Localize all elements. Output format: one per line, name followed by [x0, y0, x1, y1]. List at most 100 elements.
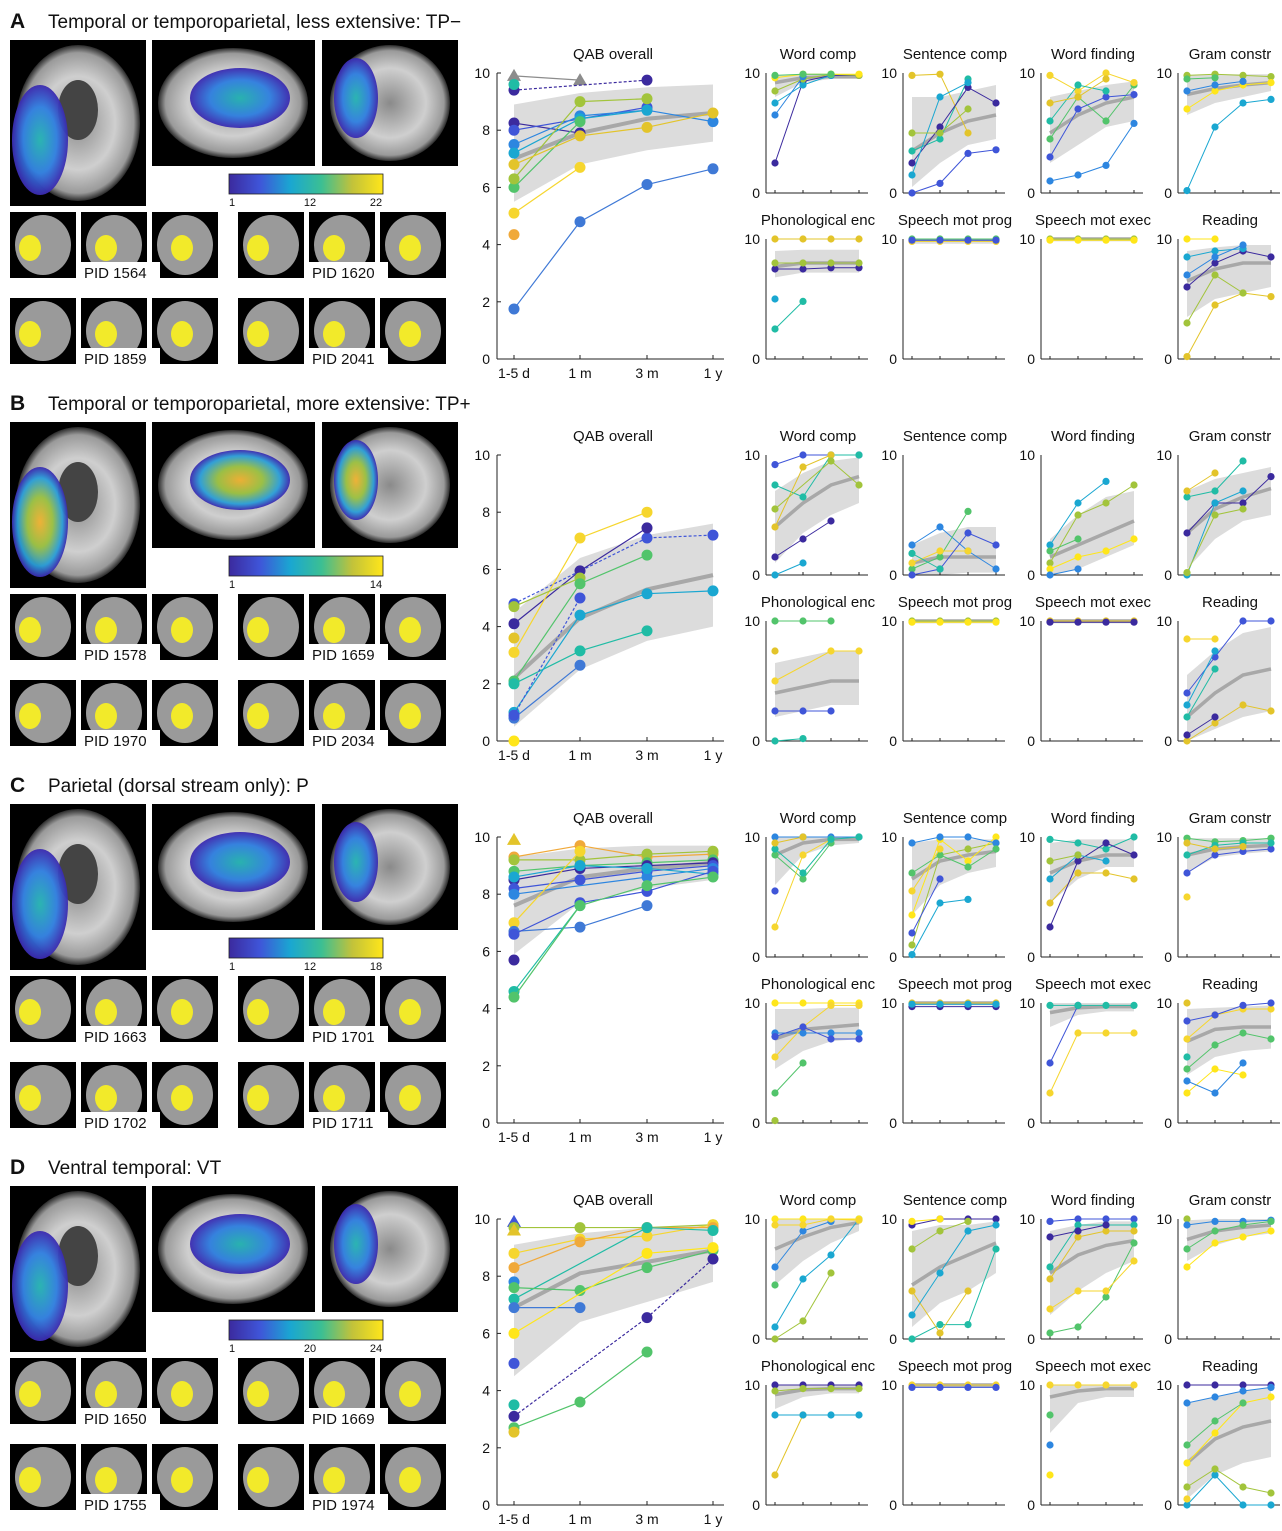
patient-point: [1102, 69, 1110, 77]
patient-point: [799, 1227, 807, 1235]
patient-point: [574, 96, 586, 108]
patient-point: [574, 216, 586, 228]
lesion-overlap-axial: [12, 467, 68, 577]
patient-point: [936, 1227, 944, 1235]
lesion-overlap-sagittal: [190, 68, 290, 128]
patient-point: [855, 235, 863, 243]
patient-point: [1074, 1227, 1082, 1235]
patient-point: [908, 951, 916, 959]
patient-point: [1183, 271, 1191, 279]
y-tick-label: 10: [1156, 613, 1172, 629]
patient-line: [774, 76, 804, 116]
patient-point: [1046, 857, 1054, 865]
patient-line: [1186, 704, 1272, 742]
patient-point: [1211, 487, 1219, 495]
patient-point: [1183, 105, 1191, 113]
patient-point: [855, 70, 863, 78]
patient-point: [799, 81, 807, 89]
patient-point: [827, 617, 835, 625]
patient-point: [508, 1262, 520, 1274]
patient-line: [1186, 292, 1272, 357]
pid-label-bg: [80, 348, 160, 366]
lesion-overlap-axial: [12, 85, 68, 195]
patient-line: [911, 1248, 997, 1340]
patient-point: [936, 70, 944, 78]
x-tick-label: 1 y: [704, 1129, 723, 1145]
patient-point: [1074, 499, 1082, 507]
group-mean-line: [911, 1241, 997, 1287]
patient-point: [936, 123, 944, 131]
ventricle: [58, 80, 98, 140]
patient-line: [774, 1062, 804, 1094]
patient-point: [855, 833, 863, 841]
lesion-highlight: [247, 235, 269, 261]
patient-point: [936, 1321, 944, 1329]
patient-point: [1183, 1089, 1191, 1097]
subscore-title: Gram constr: [1189, 46, 1272, 63]
patient-point: [1211, 259, 1219, 267]
y-tick-label: 6: [482, 179, 490, 195]
patient-point: [799, 707, 807, 715]
patient-point: [827, 1001, 835, 1010]
patient-point: [1183, 569, 1191, 577]
plot-title: QAB overall: [573, 1192, 653, 1209]
y-tick-label: 4: [482, 237, 490, 253]
patient-point: [936, 135, 944, 143]
group-mean-line: [1049, 1004, 1134, 1015]
y-tick-label: 0: [1027, 567, 1035, 583]
pid-label-bg: [80, 262, 160, 280]
patient-line: [513, 109, 714, 146]
patient-line: [513, 850, 581, 924]
patient-point: [1102, 117, 1110, 125]
patient-line: [513, 79, 648, 91]
y-tick-label: 10: [881, 65, 897, 81]
patient-point: [1046, 618, 1054, 626]
subscore-title: Word finding: [1051, 46, 1135, 63]
patient-point: [508, 1247, 520, 1259]
patient-point: [799, 617, 807, 625]
subscore-plot: Sentence comp 10 0: [881, 1192, 1007, 1347]
patient-point: [508, 735, 520, 747]
lesion-highlight: [171, 1085, 193, 1111]
patient-point: [1239, 1501, 1247, 1509]
patient-point: [1183, 187, 1191, 195]
patient-point: [936, 1000, 944, 1008]
patient-line: [513, 1226, 713, 1269]
patient-point: [771, 647, 779, 655]
patient-point: [771, 707, 779, 715]
patient-point: [771, 845, 779, 853]
patient-point: [707, 845, 719, 857]
colorbar: [228, 1319, 384, 1341]
subscore-title: Word comp: [780, 810, 856, 827]
patient-line: [513, 1249, 714, 1292]
patient-point: [641, 549, 653, 561]
patient-point: [992, 1245, 1000, 1253]
patient-point: [574, 874, 586, 886]
patient-point: [908, 171, 916, 179]
patient-thumbnails: PID 1974: [238, 1444, 446, 1514]
patient-point: [1211, 647, 1219, 655]
patient-point: [1211, 123, 1219, 131]
patient-point: [1267, 1227, 1275, 1235]
patient-point: [1046, 1001, 1054, 1010]
lesion-highlight: [171, 703, 193, 729]
colorbar-tick: 12: [304, 961, 316, 973]
lesion-highlight: [323, 999, 345, 1025]
patient-line: [1049, 1005, 1079, 1064]
patient-point: [1183, 893, 1191, 901]
patient-point: [707, 585, 719, 597]
patient-point: [508, 173, 520, 185]
group-mean-line: [774, 1022, 860, 1041]
patient-point: [827, 1411, 835, 1419]
patient-point: [1267, 73, 1275, 81]
lesion-highlight: [399, 617, 421, 643]
patient-point: [574, 921, 586, 933]
patient-point: [1183, 1263, 1191, 1271]
patient-point: [1183, 253, 1191, 261]
patient-line: [514, 1224, 714, 1229]
patient-point: [964, 1000, 972, 1008]
patient-point: [771, 999, 779, 1007]
patient-point: [1267, 293, 1275, 301]
